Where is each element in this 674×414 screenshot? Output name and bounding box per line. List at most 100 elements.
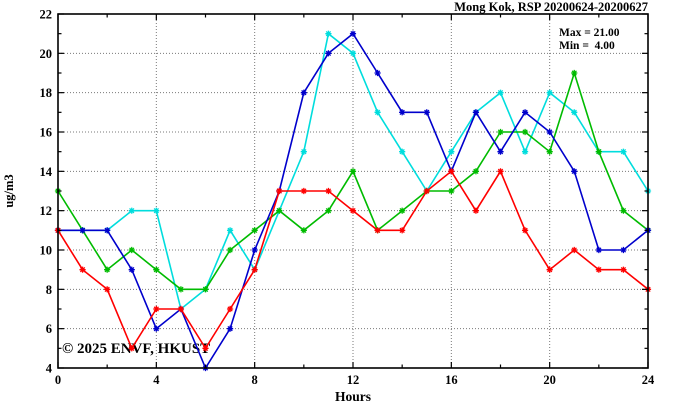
y-tick-label: 4 bbox=[46, 362, 53, 376]
series-red-marker bbox=[448, 168, 455, 175]
series-blue-marker bbox=[399, 109, 406, 116]
series-red-marker bbox=[472, 207, 480, 214]
y-tick-label: 16 bbox=[40, 126, 53, 140]
series-blue-marker bbox=[546, 128, 553, 136]
series-red-marker bbox=[521, 227, 529, 234]
y-tick-label: 10 bbox=[40, 244, 53, 258]
series-red-marker bbox=[79, 266, 86, 273]
series-green-marker bbox=[497, 128, 504, 136]
series-blue-marker bbox=[423, 109, 430, 116]
series-green-marker bbox=[153, 266, 160, 273]
series-green-marker bbox=[399, 207, 406, 214]
series-green-marker bbox=[104, 266, 111, 273]
y-tick-label: 14 bbox=[40, 165, 53, 179]
series-red-marker bbox=[374, 227, 381, 234]
series-red-marker bbox=[128, 345, 135, 352]
series-green-marker bbox=[300, 227, 307, 234]
y-tick-label: 20 bbox=[40, 47, 53, 61]
chart-title: Mong Kok, RSP 20200624-20200627 bbox=[454, 0, 648, 14]
series-cyan-marker bbox=[448, 148, 455, 155]
series-red-marker bbox=[620, 266, 627, 273]
series-red-marker bbox=[300, 187, 307, 195]
series-blue-marker bbox=[620, 246, 627, 254]
series-red-marker bbox=[202, 345, 209, 352]
series-blue-marker bbox=[374, 69, 381, 77]
series-red-marker bbox=[276, 187, 283, 195]
series-blue-marker bbox=[571, 168, 578, 175]
series-blue-marker bbox=[79, 227, 86, 234]
min-value-label: Min = 4.00 bbox=[559, 40, 615, 52]
series-cyan-marker bbox=[349, 50, 357, 57]
series-green-marker bbox=[202, 286, 209, 293]
y-tick-label: 18 bbox=[40, 86, 53, 100]
series-green-marker bbox=[472, 168, 480, 175]
series-green-marker bbox=[276, 207, 283, 214]
series-cyan-marker bbox=[226, 227, 234, 234]
y-axis-title: ug/m3 bbox=[2, 174, 16, 207]
x-axis-title: Hours bbox=[335, 389, 371, 404]
y-tick-label: 12 bbox=[40, 204, 53, 218]
x-tick-label: 16 bbox=[445, 373, 458, 387]
series-green-marker bbox=[251, 227, 258, 234]
series-blue-marker bbox=[349, 30, 357, 37]
max-value-label: Max = 21.00 bbox=[559, 27, 620, 39]
series-red-marker bbox=[546, 266, 553, 273]
x-tick-label: 4 bbox=[153, 373, 160, 387]
series-red-marker bbox=[399, 227, 406, 234]
series-blue-marker bbox=[300, 89, 307, 96]
series-blue-marker bbox=[472, 109, 480, 116]
series-cyan-marker bbox=[153, 207, 160, 214]
series-green-marker bbox=[349, 168, 357, 175]
series-blue-marker bbox=[104, 227, 111, 234]
plot-frame bbox=[57, 13, 649, 369]
series-green-marker bbox=[571, 69, 578, 77]
series-red-marker bbox=[497, 168, 504, 175]
series-red-marker bbox=[177, 305, 185, 313]
y-tick-label: 8 bbox=[46, 283, 52, 297]
x-tick-label: 12 bbox=[347, 373, 360, 387]
series-green-marker bbox=[325, 207, 332, 214]
series-cyan-marker bbox=[325, 30, 332, 37]
series-cyan-marker bbox=[571, 109, 578, 116]
series-red-marker bbox=[595, 266, 602, 273]
x-tick-label: 0 bbox=[55, 373, 61, 387]
series-cyan-marker bbox=[128, 207, 135, 214]
watermark: © 2025 ENVF, HKUST bbox=[62, 341, 210, 357]
series-blue-marker bbox=[226, 325, 234, 332]
y-tick-label: 22 bbox=[40, 8, 53, 22]
series-cyan-marker bbox=[399, 148, 406, 155]
x-tick-label: 8 bbox=[252, 373, 258, 387]
series-red-marker bbox=[153, 305, 160, 313]
series-green-marker bbox=[620, 207, 627, 214]
series-green-marker bbox=[448, 187, 455, 195]
series-blue-marker bbox=[325, 50, 332, 57]
series-red-marker bbox=[226, 305, 234, 313]
series-green-marker bbox=[521, 128, 529, 136]
series-red-marker bbox=[251, 266, 258, 273]
series-cyan-marker bbox=[497, 89, 504, 96]
series-red-marker bbox=[423, 187, 430, 195]
series-cyan-marker bbox=[620, 148, 627, 155]
series-blue-marker bbox=[153, 325, 160, 332]
series-blue-marker bbox=[521, 109, 529, 116]
grid-layer bbox=[58, 14, 648, 368]
series-red-marker bbox=[104, 286, 111, 293]
series-green-marker bbox=[128, 246, 135, 254]
series-red-marker bbox=[325, 187, 332, 195]
series-red-marker bbox=[571, 246, 578, 254]
series-layer bbox=[54, 30, 652, 372]
series-blue-marker bbox=[128, 266, 135, 273]
series-blue-marker bbox=[251, 246, 258, 254]
series-cyan-marker bbox=[374, 109, 381, 116]
x-tick-label: 24 bbox=[642, 373, 655, 387]
series-red-marker bbox=[349, 207, 357, 214]
series-blue-marker bbox=[497, 148, 504, 155]
series-cyan-marker bbox=[521, 148, 529, 155]
series-green-marker bbox=[546, 148, 553, 155]
x-tick-label: 20 bbox=[543, 373, 556, 387]
series-green-line bbox=[57, 70, 649, 291]
series-green-marker bbox=[226, 246, 234, 254]
